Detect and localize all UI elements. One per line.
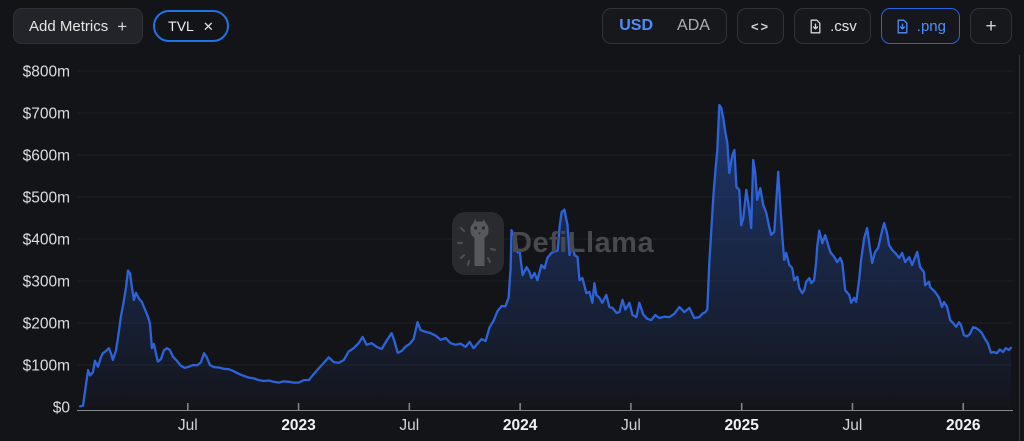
- y-axis-label: $300m: [23, 274, 70, 291]
- y-axis-label: $400m: [23, 232, 70, 249]
- currency-toggle: USD ADA: [602, 8, 727, 44]
- x-axis-label: 2024: [503, 417, 538, 434]
- y-axis-label: $500m: [23, 190, 70, 207]
- x-axis-label: 2023: [281, 417, 316, 434]
- tvl-line: [78, 103, 1013, 408]
- plus-icon: +: [985, 15, 997, 37]
- currency-usd-button[interactable]: USD: [607, 9, 665, 43]
- download-csv-button[interactable]: .csv: [794, 8, 871, 44]
- add-chart-button[interactable]: +: [970, 8, 1012, 44]
- toolbar-right-group: USD ADA <> .csv .png +: [602, 8, 1012, 44]
- currency-ada-button[interactable]: ADA: [665, 9, 722, 43]
- code-icon: <>: [750, 18, 771, 34]
- file-download-icon: [810, 19, 821, 33]
- x-axis-label: Jul: [178, 417, 198, 434]
- download-png-button[interactable]: .png: [880, 8, 960, 44]
- x-axis-label: 2025: [724, 417, 759, 434]
- metric-tag-tvl[interactable]: TVL ✕: [153, 10, 229, 42]
- metric-tag-label: TVL: [168, 18, 194, 34]
- add-metrics-label: Add Metrics: [29, 17, 109, 35]
- y-axis-label: $100m: [23, 358, 70, 375]
- y-axis-label: $800m: [23, 64, 70, 81]
- y-axis-label: $700m: [23, 106, 70, 123]
- close-icon[interactable]: ✕: [202, 18, 214, 34]
- x-axis-label: Jul: [843, 417, 863, 434]
- plus-icon: +: [117, 16, 128, 36]
- embed-button[interactable]: <>: [736, 8, 785, 44]
- toolbar-left-group: Add Metrics + TVL ✕: [13, 8, 229, 44]
- x-axis-label: Jul: [621, 417, 641, 434]
- add-metrics-button[interactable]: Add Metrics +: [13, 8, 144, 44]
- file-download-icon: [897, 19, 908, 33]
- y-axis-label: $0: [53, 400, 71, 417]
- x-axis-label: Jul: [399, 417, 419, 434]
- y-axis-label: $600m: [23, 148, 70, 165]
- chart-toolbar: Add Metrics + TVL ✕ USD ADA <> .csv: [0, 0, 1024, 52]
- csv-label: .csv: [830, 17, 857, 35]
- png-label: .png: [916, 17, 946, 35]
- x-axis-label: 2026: [946, 417, 981, 434]
- y-axis-label: $200m: [23, 316, 70, 333]
